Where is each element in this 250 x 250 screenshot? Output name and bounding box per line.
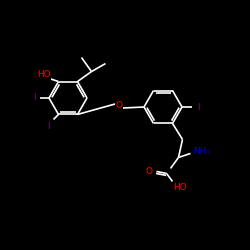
Text: O: O bbox=[146, 167, 153, 176]
Text: NH₂: NH₂ bbox=[193, 147, 210, 156]
Text: I: I bbox=[197, 102, 199, 112]
Text: O: O bbox=[116, 102, 122, 110]
Text: HO: HO bbox=[172, 183, 186, 192]
Text: HO: HO bbox=[36, 70, 51, 79]
Text: I: I bbox=[47, 122, 50, 131]
Text: I: I bbox=[33, 94, 35, 102]
